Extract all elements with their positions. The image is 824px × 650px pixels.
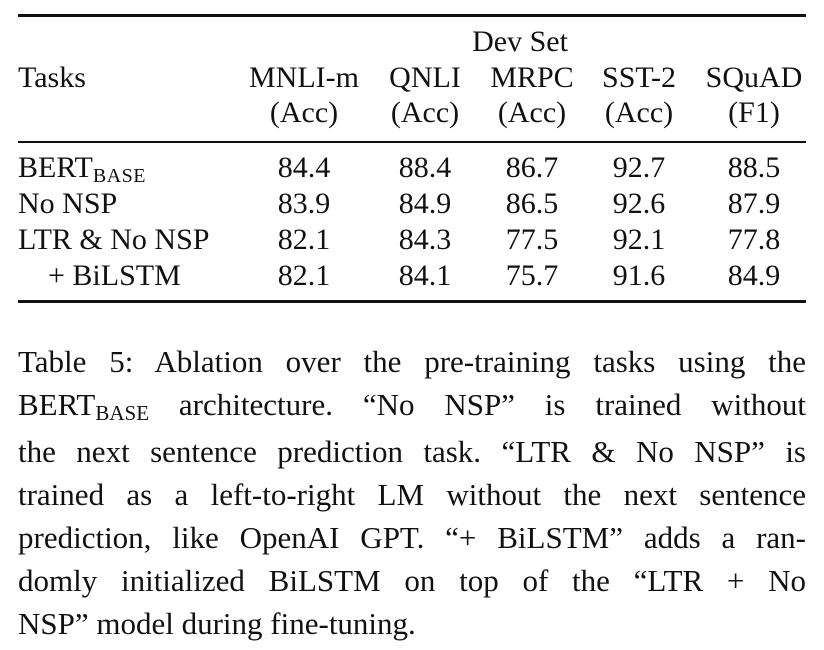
table-cell: 82.1 — [277, 223, 331, 256]
table-cell: 87.9 — [727, 187, 781, 220]
col-header-mrpc: MRPC — [490, 61, 574, 94]
tasks-header: Tasks — [18, 61, 86, 94]
table-header-rule — [18, 141, 806, 143]
caption-line: NSP” model during fine-tuning. — [18, 606, 416, 641]
table-cell: 84.4 — [277, 151, 331, 184]
dev-set-header: Dev Set — [472, 25, 568, 58]
col-header-squad: SQuAD — [705, 61, 803, 94]
table-cell: 82.1 — [277, 259, 331, 292]
table-cell: 88.4 — [398, 151, 452, 184]
table-cell: 91.6 — [612, 259, 666, 292]
table-cell: 83.9 — [277, 187, 331, 220]
table-top-rule — [18, 14, 806, 17]
table-cell: 77.5 — [505, 223, 559, 256]
table-cell: 92.1 — [612, 223, 666, 256]
table-cell: 86.5 — [505, 187, 559, 220]
table-cell: 86.7 — [505, 151, 559, 184]
col-metric-qnli: (Acc) — [390, 96, 460, 129]
table-cell: 92.6 — [612, 187, 666, 220]
col-metric-sst2: (Acc) — [604, 96, 674, 129]
row-label-bilstm: + BiLSTM — [48, 259, 181, 292]
col-header-sst2: SST-2 — [602, 61, 676, 94]
table-caption: Table 5: Ablation over the pre-training … — [18, 340, 806, 645]
col-metric-mrpc: (Acc) — [497, 96, 567, 129]
col-metric-squad: (F1) — [728, 96, 780, 129]
table-cell: 88.5 — [727, 151, 781, 184]
col-header-qnli: QNLI — [389, 61, 461, 94]
caption-line: Table 5: Ablation over the pre-training … — [18, 344, 806, 379]
table-cell: 77.8 — [727, 223, 781, 256]
caption-line: trained as a left-to-right LM without th… — [18, 477, 806, 512]
table-cell: 84.9 — [398, 187, 452, 220]
table-bottom-rule — [18, 300, 806, 303]
caption-line: BERTBASE architecture. “No NSP” is train… — [18, 387, 806, 425]
table-cell: 75.7 — [505, 259, 559, 292]
row-label-ltr-no-nsp: LTR & No NSP — [18, 223, 210, 256]
table-cell: 92.7 — [612, 151, 666, 184]
table-cell: 84.1 — [398, 259, 452, 292]
table-cell: 84.9 — [727, 259, 781, 292]
col-header-mnli: MNLI-m — [249, 61, 359, 94]
col-metric-mnli: (Acc) — [269, 96, 339, 129]
row-label-bert-base: BERTBASE — [18, 151, 146, 187]
row-label-no-nsp: No NSP — [18, 187, 118, 220]
caption-line: prediction, like OpenAI GPT. “+ BiLSTM” … — [18, 520, 806, 555]
table-cell: 84.3 — [398, 223, 452, 256]
caption-line: domly initialized BiLSTM on top of the “… — [18, 563, 806, 598]
caption-line: the next sentence prediction task. “LTR … — [18, 434, 806, 469]
